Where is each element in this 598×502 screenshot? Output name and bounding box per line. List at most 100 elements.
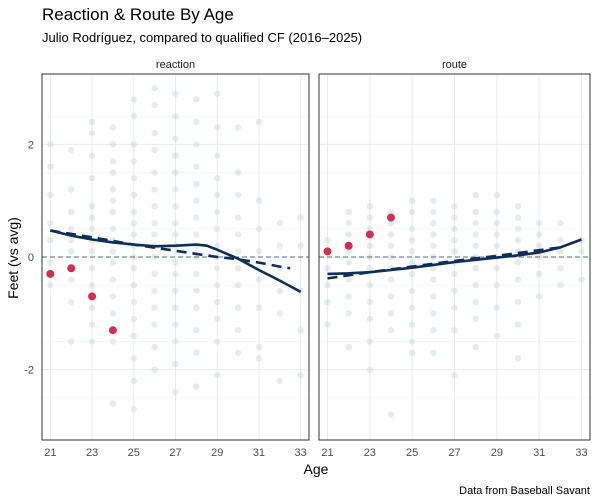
background-point [514, 203, 522, 210]
background-point [172, 135, 179, 142]
background-point [345, 293, 352, 300]
background-point [68, 276, 75, 283]
background-point [130, 355, 137, 362]
background-point [68, 236, 75, 244]
background-point [430, 327, 437, 334]
background-point [387, 327, 395, 334]
background-point [557, 265, 564, 272]
background-point [430, 310, 437, 317]
background-point [472, 231, 479, 238]
background-point [88, 248, 96, 255]
background-point [151, 270, 158, 278]
background-point [472, 220, 479, 227]
background-point [88, 225, 96, 233]
background-point [345, 231, 352, 238]
background-point [214, 315, 221, 323]
background-point [514, 298, 522, 306]
background-point [130, 158, 137, 165]
background-point [109, 338, 117, 345]
background-point [68, 186, 75, 193]
background-point [234, 169, 242, 176]
background-point [472, 298, 479, 306]
background-point [451, 248, 458, 255]
background-point [214, 152, 221, 159]
background-point [172, 231, 179, 238]
background-point [172, 186, 179, 193]
background-point [172, 203, 179, 210]
background-point [234, 304, 242, 311]
background-point [451, 327, 458, 334]
background-point [514, 355, 522, 362]
background-point [535, 242, 543, 249]
background-point [255, 304, 263, 311]
background-point [193, 141, 200, 148]
background-point [408, 321, 416, 328]
background-point [408, 287, 416, 294]
background-point [430, 231, 437, 238]
background-point [130, 113, 137, 120]
background-point [214, 372, 221, 379]
background-point [366, 225, 374, 233]
background-point [151, 343, 158, 351]
smooth-trend-line [49, 229, 302, 294]
background-point [214, 174, 221, 182]
background-point [324, 281, 331, 289]
background-point [451, 203, 458, 210]
y-axis-title: Feet (vs avg) [5, 217, 21, 299]
background-point [493, 208, 501, 216]
background-point [109, 208, 117, 216]
background-point [493, 242, 501, 249]
background-point [324, 236, 331, 244]
player-point [386, 213, 395, 222]
background-point [472, 281, 479, 289]
background-point [451, 304, 458, 311]
background-point [172, 287, 179, 294]
background-point [88, 281, 96, 289]
background-point [172, 304, 179, 311]
background-point [130, 377, 137, 385]
background-point [408, 259, 416, 266]
x-tick-label: 21 [321, 447, 333, 459]
background-point [214, 242, 221, 249]
background-point [151, 129, 158, 137]
background-point [193, 231, 200, 238]
background-point [276, 377, 283, 385]
background-point [47, 163, 54, 171]
smooth-trend-line [327, 238, 582, 276]
background-point [151, 203, 158, 210]
facet-panels: reaction -2 0 2 21 23 25 27 29 31 33 route 21 23 25 27 2… [24, 59, 591, 459]
background-point [172, 270, 179, 278]
background-point [88, 129, 96, 137]
background-point [130, 174, 137, 182]
background-point [88, 338, 96, 345]
background-point [255, 355, 263, 362]
background-point [408, 270, 416, 278]
background-point [324, 321, 331, 328]
background-point [297, 214, 304, 221]
background-point [472, 343, 479, 351]
background-point [557, 248, 564, 255]
background-point [193, 118, 200, 126]
background-point [130, 405, 137, 413]
background-point [130, 315, 137, 323]
background-point [514, 321, 522, 328]
background-point [514, 276, 522, 283]
background-point [193, 349, 200, 356]
background-point [514, 214, 522, 221]
background-point [234, 281, 242, 289]
background-point [408, 197, 416, 204]
panel-label-route: route [442, 59, 467, 71]
background-point [387, 220, 395, 227]
background-point [451, 287, 458, 294]
background-point [47, 236, 54, 244]
background-point [366, 338, 374, 345]
player-point [88, 292, 97, 301]
background-point [130, 191, 137, 199]
background-point [472, 191, 479, 199]
background-point [172, 338, 179, 345]
background-point [193, 163, 200, 171]
background-point [130, 208, 137, 216]
background-point [387, 411, 395, 418]
background-point [193, 96, 200, 103]
player-point [344, 241, 353, 250]
